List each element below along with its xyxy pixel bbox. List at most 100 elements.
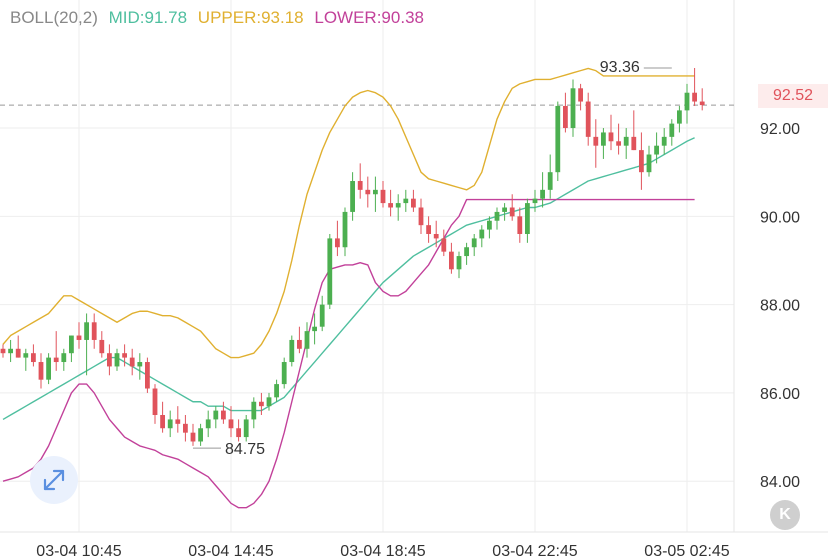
candle-body: [699, 101, 705, 106]
candle-body: [616, 141, 621, 146]
expand-chart-button[interactable]: [30, 456, 78, 504]
candle-body: [0, 348, 6, 354]
y-tick-label: 86.00: [760, 386, 800, 403]
candle-body: [654, 145, 659, 155]
candle-body: [631, 136, 637, 151]
k-line-button[interactable]: K: [770, 500, 800, 530]
y-tick-label: 88.00: [760, 298, 800, 315]
candle-body: [357, 181, 363, 190]
candle-body: [365, 189, 371, 195]
candle-body: [623, 136, 629, 146]
candle-body: [525, 203, 530, 234]
legend-upper: UPPER:93.18: [197, 8, 304, 27]
candle-body: [31, 353, 36, 363]
candle-body: [91, 322, 97, 340]
boll-mid-line: [2, 137, 695, 421]
candle-body: [350, 181, 355, 212]
candle-body: [84, 322, 89, 340]
candle-body: [388, 203, 393, 208]
candle-body: [297, 339, 302, 349]
candle-body: [304, 331, 310, 349]
boll-lower-line: [2, 198, 695, 509]
candle-body: [236, 428, 241, 438]
candle-body: [449, 251, 454, 270]
candle-body: [46, 357, 51, 380]
candle-body: [395, 203, 401, 208]
candle-body: [23, 353, 29, 358]
candle-body: [221, 410, 226, 420]
candle-body: [152, 388, 158, 416]
x-tick-label: 03-04 22:45: [492, 543, 578, 560]
candle-body: [259, 401, 264, 407]
candle-body: [53, 357, 59, 363]
candle-body: [677, 110, 682, 124]
x-tick-label: 03-05 02:45: [644, 543, 730, 560]
candle-body: [487, 220, 492, 230]
candle-body: [601, 132, 606, 146]
candle-body: [122, 353, 127, 358]
candle-body: [555, 105, 561, 173]
candle-body: [289, 339, 295, 363]
candle-body: [312, 326, 317, 332]
boll-legend: BOLL(20,2) MID:91.78 UPPER:93.18 LOWER:9…: [10, 8, 430, 28]
candle-body: [593, 136, 599, 146]
candle-body: [145, 362, 150, 389]
boll-upper-line: [2, 67, 695, 359]
candle-body: [327, 238, 333, 305]
candle-body: [639, 150, 644, 173]
y-tick-label: 90.00: [760, 209, 800, 226]
candle-body: [563, 105, 568, 129]
candle-body: [198, 428, 203, 442]
candle-body: [373, 189, 378, 195]
x-tick-label: 03-04 14:45: [188, 543, 274, 560]
candle-body: [213, 410, 219, 420]
y-tick-label: 84.00: [760, 474, 800, 491]
legend-mid: MID:91.78: [108, 8, 188, 27]
candle-body: [608, 132, 614, 142]
candle-body: [509, 207, 515, 217]
candle-body: [8, 348, 13, 354]
candle-body: [547, 172, 553, 190]
candle-body: [517, 216, 523, 234]
candle-body: [335, 238, 340, 248]
candle-body: [479, 229, 485, 239]
candle-body: [266, 397, 272, 407]
candle-body: [319, 304, 325, 327]
candle-body: [205, 419, 211, 429]
candle-body: [243, 419, 249, 438]
candle-body: [411, 198, 416, 208]
candle-body: [646, 154, 652, 173]
candle-body: [137, 362, 143, 367]
candle-body: [578, 88, 583, 102]
candle-body: [692, 92, 697, 102]
candle-body: [167, 419, 173, 429]
candle-body: [342, 211, 348, 248]
x-tick-label: 03-04 10:45: [36, 543, 122, 560]
candle-body: [502, 207, 507, 212]
candle-body: [107, 353, 112, 367]
current-price-tag: 92.52: [758, 84, 828, 108]
candle-body: [464, 247, 469, 257]
candle-body: [183, 423, 188, 433]
candle-body: [15, 348, 21, 358]
candle-body: [61, 353, 67, 363]
candle-body: [76, 335, 82, 340]
candle-body: [418, 207, 424, 226]
candle-body: [38, 362, 44, 380]
candle-body: [403, 198, 409, 204]
candle-body: [570, 88, 576, 129]
candle-body: [69, 335, 74, 354]
candle-body: [540, 189, 545, 199]
candle-body: [228, 419, 234, 429]
candle-body: [433, 233, 439, 239]
candle-body: [426, 225, 431, 234]
y-tick-label: 92.00: [760, 121, 800, 138]
k-icon: K: [779, 506, 791, 523]
annotation-low-label: 84.75: [225, 441, 265, 458]
legend-lower: LOWER:90.38: [314, 8, 424, 27]
candle-body: [585, 101, 591, 137]
candle-body: [380, 189, 386, 204]
legend-indicator-name: BOLL(20,2): [10, 8, 98, 27]
candle-body: [494, 211, 500, 221]
